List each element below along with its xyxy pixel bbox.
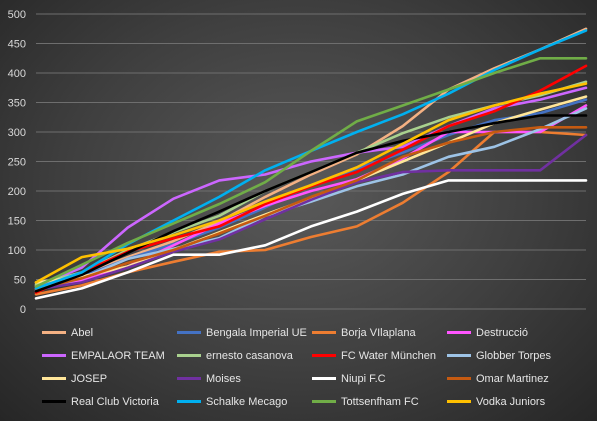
legend-item: Niupi F.C bbox=[312, 370, 447, 387]
legend-swatch bbox=[312, 331, 336, 334]
legend-swatch bbox=[447, 354, 471, 357]
legend-swatch bbox=[447, 377, 471, 380]
series-line-14 bbox=[34, 56, 588, 288]
legend-label: Niupi F.C bbox=[341, 372, 386, 385]
legend-label: Bengala Imperial UE bbox=[206, 326, 307, 339]
legend-item: Borja VIlaplana bbox=[312, 324, 447, 341]
legend-swatch bbox=[42, 377, 66, 380]
legend-item: Destrucció bbox=[447, 324, 582, 341]
legend-swatch bbox=[447, 400, 471, 403]
legend-swatch bbox=[42, 331, 66, 334]
legend-label: Moises bbox=[206, 372, 241, 385]
series-line-12 bbox=[34, 114, 588, 293]
y-tick-label: 300 bbox=[8, 127, 26, 139]
legend-item: Omar Martinez bbox=[447, 370, 582, 387]
legend-item: EMPALAOR TEAM bbox=[42, 347, 177, 364]
legend: Abel Bengala Imperial UE Borja VIlaplana De… bbox=[42, 324, 582, 410]
legend-item: Tottsenfham FC bbox=[312, 393, 447, 410]
legend-swatch bbox=[312, 354, 336, 357]
series-line-5 bbox=[34, 80, 588, 286]
legend-swatch bbox=[312, 400, 336, 403]
series-line-9 bbox=[34, 133, 588, 291]
y-tick-label: 400 bbox=[8, 68, 26, 80]
series-line-4 bbox=[34, 86, 588, 288]
legend-label: JOSEP bbox=[71, 372, 108, 385]
legend-label: Omar Martinez bbox=[476, 372, 549, 385]
y-tick-label: 350 bbox=[8, 98, 26, 110]
legend-label: Destrucció bbox=[476, 326, 528, 339]
legend-swatch bbox=[177, 377, 201, 380]
series-line-11 bbox=[34, 126, 588, 291]
legend-item: Real Club Victoria bbox=[42, 393, 177, 410]
y-tick-label: 200 bbox=[8, 186, 26, 198]
legend-swatch bbox=[42, 354, 66, 357]
legend-item: Moises bbox=[177, 370, 312, 387]
legend-item: Bengala Imperial UE bbox=[177, 324, 312, 341]
legend-swatch bbox=[42, 400, 66, 403]
legend-label: EMPALAOR TEAM bbox=[71, 349, 165, 362]
legend-swatch bbox=[177, 331, 201, 334]
legend-label: ernesto casanova bbox=[206, 349, 293, 362]
legend-label: Abel bbox=[71, 326, 94, 339]
legend-label: Globber Torpes bbox=[476, 349, 552, 362]
legend-item: Abel bbox=[42, 324, 177, 341]
legend-item: FC Water München bbox=[312, 347, 447, 364]
series-line-0 bbox=[34, 27, 588, 287]
legend-swatch bbox=[177, 400, 201, 403]
legend-item: Schalke Mecago bbox=[177, 393, 312, 410]
legend-label: Borja VIlaplana bbox=[341, 326, 416, 339]
legend-item: ernesto casanova bbox=[177, 347, 312, 364]
legend-label: Tottsenfham FC bbox=[341, 395, 419, 408]
y-tick-label: 450 bbox=[8, 39, 26, 51]
y-tick-label: 150 bbox=[8, 216, 26, 228]
legend-swatch bbox=[312, 377, 336, 380]
y-tick-label: 50 bbox=[14, 275, 26, 287]
y-tick-label: 100 bbox=[8, 245, 26, 257]
legend-item: JOSEP bbox=[42, 370, 177, 387]
series-line-15 bbox=[34, 82, 588, 284]
y-tick-label: 0 bbox=[20, 304, 26, 316]
y-tick-label: 500 bbox=[8, 9, 26, 21]
legend-label: Real Club Victoria bbox=[71, 395, 159, 408]
legend-swatch bbox=[447, 331, 471, 334]
legend-label: FC Water München bbox=[341, 349, 436, 362]
legend-swatch bbox=[177, 354, 201, 357]
legend-label: Schalke Mecago bbox=[206, 395, 288, 408]
y-tick-label: 250 bbox=[8, 157, 26, 169]
series-line-10 bbox=[34, 179, 588, 300]
legend-item: Globber Torpes bbox=[447, 347, 582, 364]
legend-item: Vodka Juniors bbox=[447, 393, 582, 410]
series-line-7 bbox=[34, 107, 588, 292]
legend-label: Vodka Juniors bbox=[476, 395, 546, 408]
